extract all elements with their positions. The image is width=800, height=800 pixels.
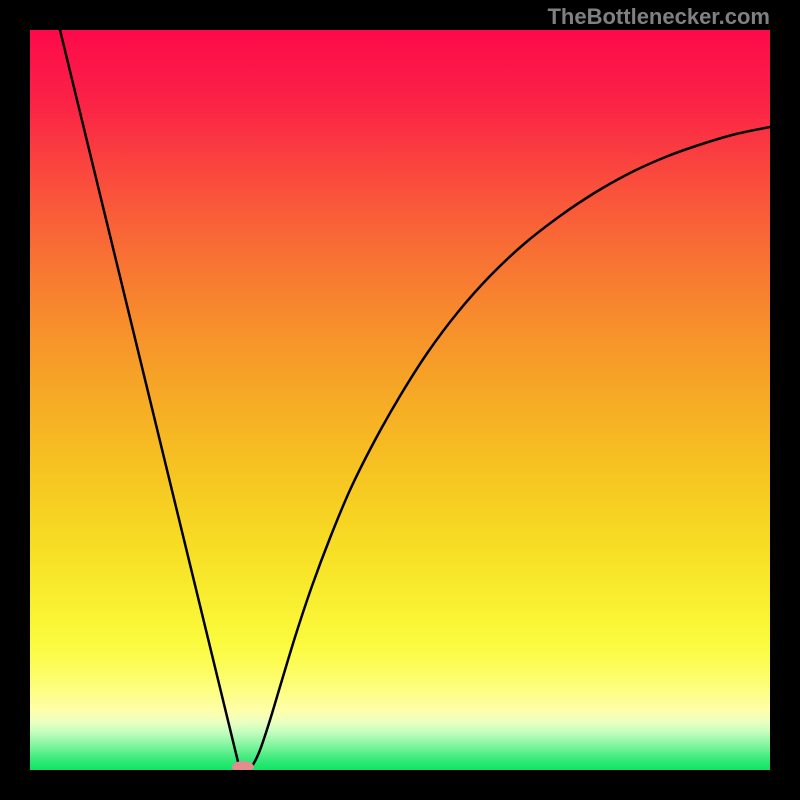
watermark-label: TheBottlenecker.com — [547, 4, 770, 30]
curve-layer — [30, 30, 770, 770]
minimum-marker — [232, 761, 254, 770]
plot-area — [30, 30, 770, 770]
curve-left-branch — [60, 30, 240, 770]
chart-page: TheBottlenecker.com — [0, 0, 800, 800]
curve-right-branch — [245, 127, 770, 769]
